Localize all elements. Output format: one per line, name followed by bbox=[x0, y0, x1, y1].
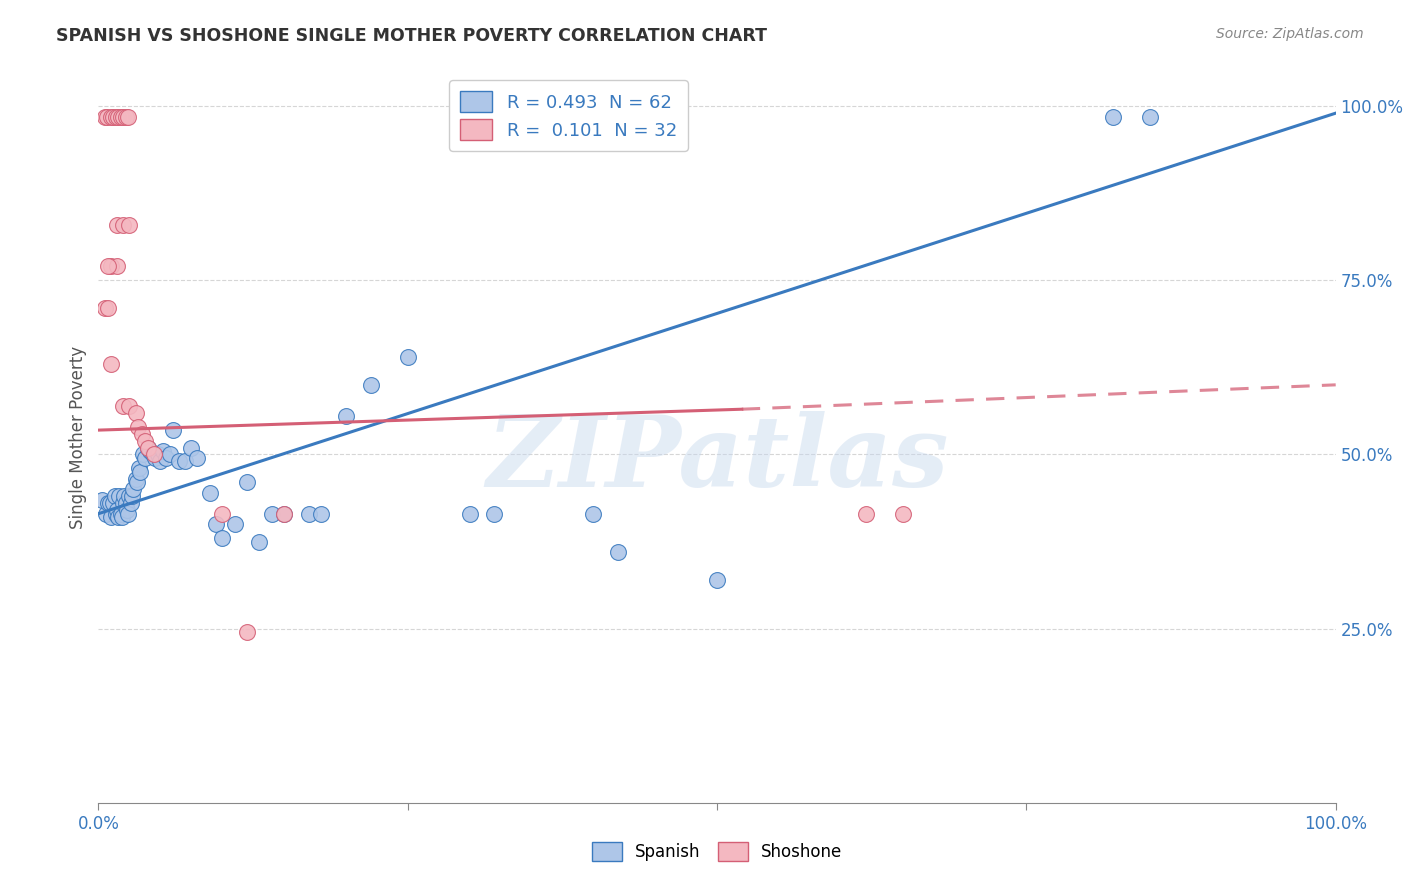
Point bbox=[110, 110, 132, 124]
Point bbox=[125, 475, 148, 490]
Point bbox=[115, 503, 138, 517]
Point bbox=[211, 531, 233, 545]
Point bbox=[100, 510, 122, 524]
Point bbox=[107, 110, 129, 124]
Point bbox=[91, 492, 114, 507]
Point bbox=[97, 496, 120, 510]
Point bbox=[103, 496, 125, 510]
Point bbox=[706, 573, 728, 587]
Point bbox=[118, 399, 141, 413]
Text: ZIPatlas: ZIPatlas bbox=[486, 411, 948, 508]
Point bbox=[132, 448, 155, 462]
Point bbox=[174, 454, 197, 468]
Point bbox=[247, 534, 270, 549]
Point bbox=[309, 507, 332, 521]
Point bbox=[134, 434, 156, 448]
Point bbox=[124, 406, 146, 420]
Point bbox=[112, 496, 135, 510]
Point bbox=[211, 507, 233, 521]
Point bbox=[118, 489, 141, 503]
Point bbox=[335, 409, 357, 424]
Point bbox=[162, 423, 184, 437]
Point bbox=[855, 507, 877, 521]
Point bbox=[155, 450, 177, 465]
Point bbox=[205, 517, 228, 532]
Point bbox=[236, 475, 259, 490]
Point bbox=[117, 110, 139, 124]
Point bbox=[93, 110, 115, 124]
Point bbox=[121, 489, 143, 503]
Point bbox=[260, 507, 283, 521]
Point bbox=[114, 496, 136, 510]
Point bbox=[273, 507, 295, 521]
Point bbox=[112, 110, 135, 124]
Point bbox=[97, 260, 120, 274]
Point bbox=[112, 489, 135, 503]
Point bbox=[298, 507, 321, 521]
Point bbox=[111, 510, 134, 524]
Point bbox=[118, 218, 141, 232]
Point bbox=[143, 450, 166, 465]
Point bbox=[1139, 110, 1161, 124]
Point bbox=[167, 454, 190, 468]
Point bbox=[117, 507, 139, 521]
Point bbox=[120, 496, 142, 510]
Point bbox=[136, 441, 159, 455]
Point bbox=[100, 110, 122, 124]
Point bbox=[105, 503, 128, 517]
Point bbox=[236, 625, 259, 640]
Point bbox=[108, 489, 131, 503]
Point bbox=[360, 377, 382, 392]
Point bbox=[134, 450, 156, 465]
Point bbox=[136, 441, 159, 455]
Text: Source: ZipAtlas.com: Source: ZipAtlas.com bbox=[1216, 27, 1364, 41]
Point bbox=[143, 448, 166, 462]
Point bbox=[128, 461, 150, 475]
Point bbox=[127, 419, 149, 434]
Point bbox=[159, 448, 181, 462]
Point bbox=[103, 110, 125, 124]
Point bbox=[103, 489, 125, 503]
Point bbox=[122, 483, 145, 497]
Point bbox=[180, 441, 202, 455]
Point bbox=[124, 472, 146, 486]
Point bbox=[114, 110, 136, 124]
Point bbox=[582, 507, 605, 521]
Point bbox=[129, 465, 152, 479]
Point bbox=[105, 218, 128, 232]
Point bbox=[104, 110, 127, 124]
Point bbox=[149, 454, 172, 468]
Point bbox=[93, 301, 115, 316]
Point bbox=[891, 507, 914, 521]
Text: SPANISH VS SHOSHONE SINGLE MOTHER POVERTY CORRELATION CHART: SPANISH VS SHOSHONE SINGLE MOTHER POVERT… bbox=[56, 27, 768, 45]
Point bbox=[131, 426, 153, 441]
Y-axis label: Single Mother Poverty: Single Mother Poverty bbox=[69, 345, 87, 529]
Point bbox=[105, 260, 128, 274]
Point bbox=[152, 444, 174, 458]
Point bbox=[142, 448, 165, 462]
Point bbox=[100, 357, 122, 371]
Point bbox=[110, 507, 132, 521]
Point bbox=[104, 507, 127, 521]
Point bbox=[112, 399, 135, 413]
Point bbox=[146, 448, 169, 462]
Point bbox=[112, 218, 135, 232]
Point bbox=[107, 510, 129, 524]
Point bbox=[484, 507, 506, 521]
Point bbox=[96, 110, 118, 124]
Point bbox=[607, 545, 630, 559]
Point bbox=[186, 450, 208, 465]
Point bbox=[97, 301, 120, 316]
Point bbox=[224, 517, 246, 532]
Point bbox=[100, 260, 122, 274]
Point bbox=[198, 485, 221, 500]
Legend: Spanish, Shoshone: Spanish, Shoshone bbox=[585, 835, 849, 868]
Point bbox=[273, 507, 295, 521]
Point bbox=[458, 507, 481, 521]
Point bbox=[396, 350, 419, 364]
Point bbox=[94, 507, 117, 521]
Point bbox=[139, 444, 162, 458]
Point bbox=[1102, 110, 1125, 124]
Point bbox=[98, 496, 121, 510]
